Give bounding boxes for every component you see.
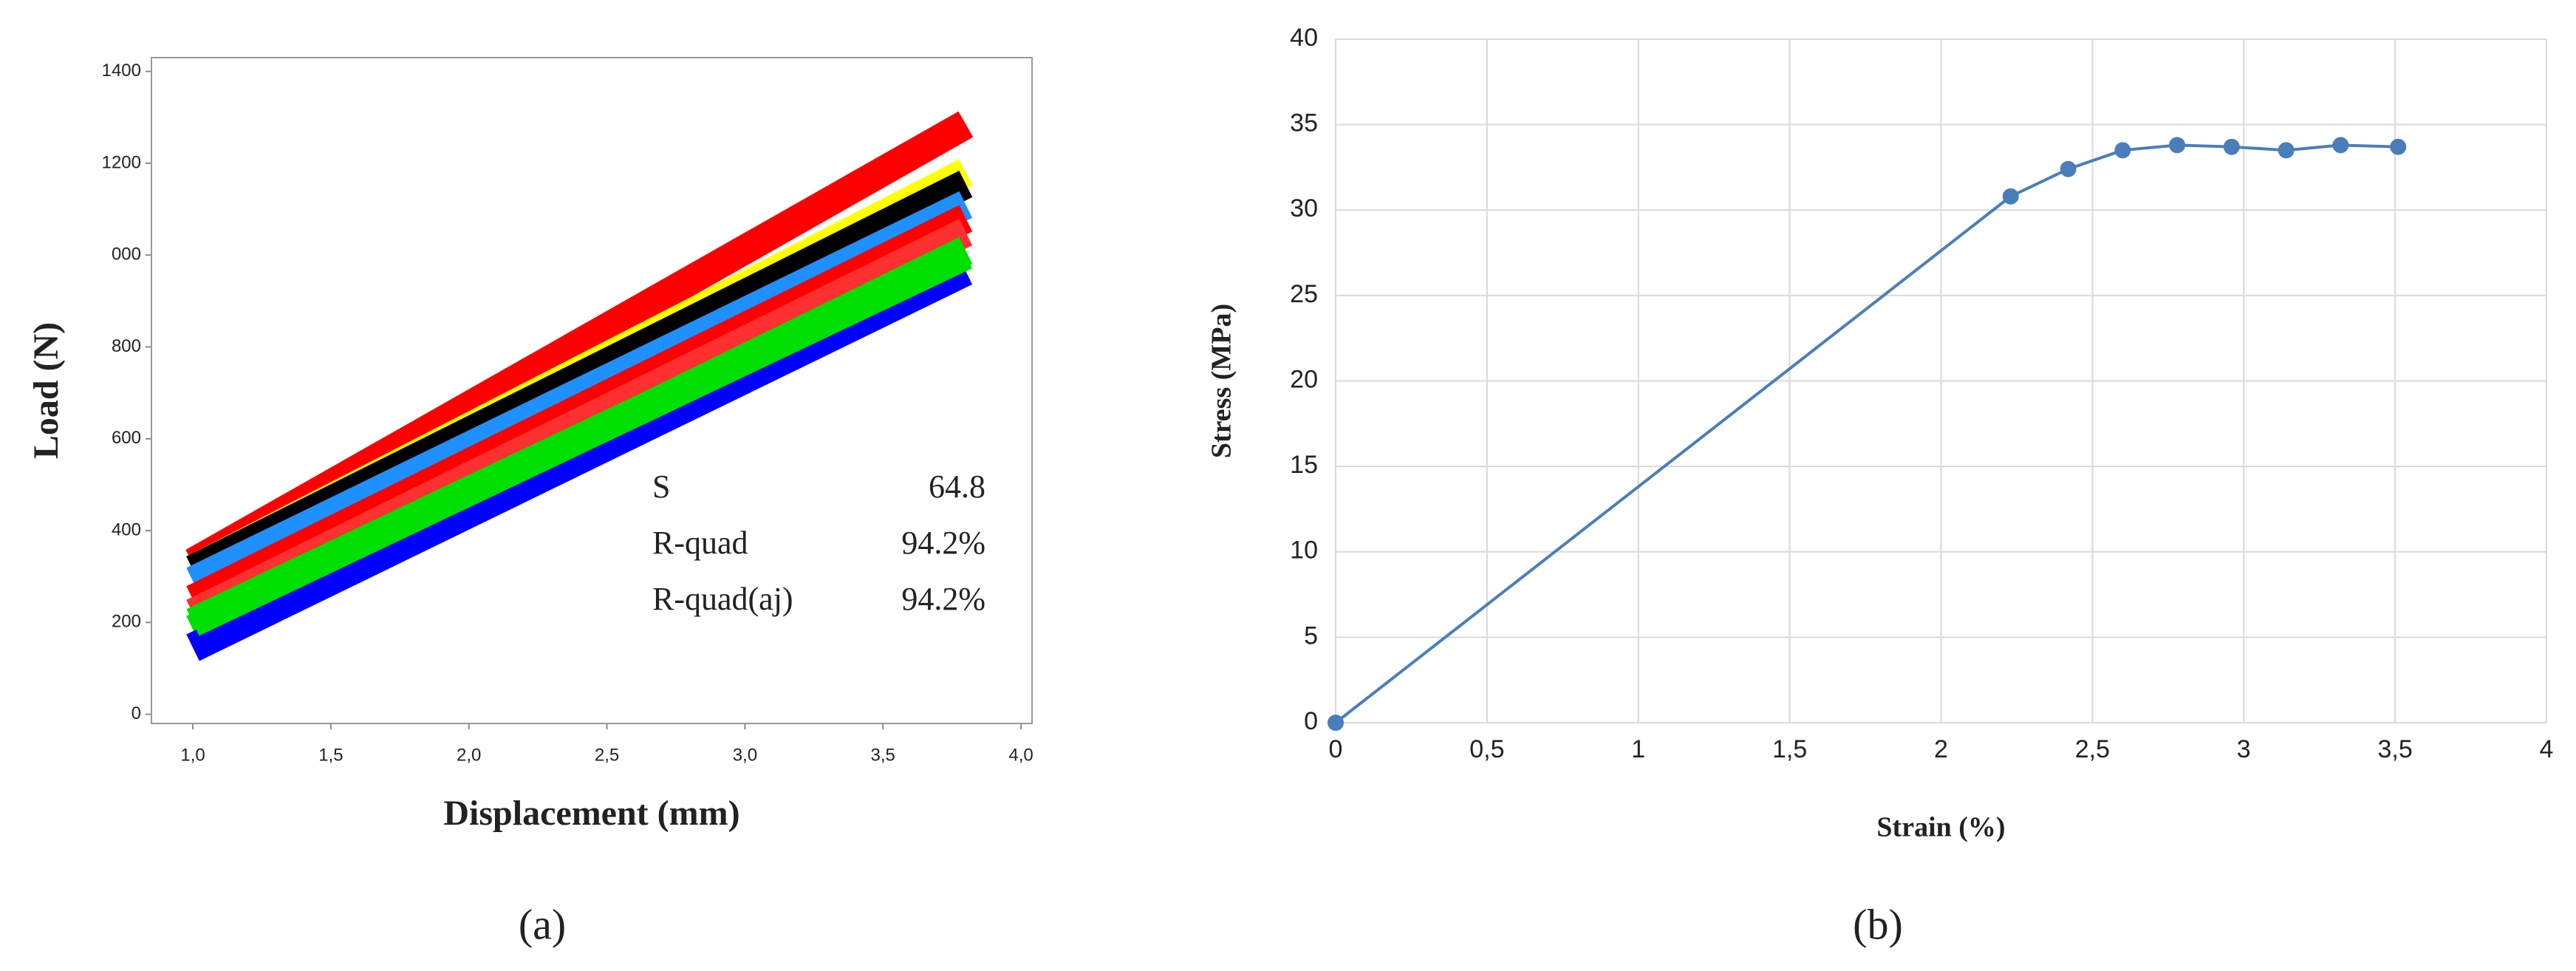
x-tick-label: 4,0: [1008, 745, 1033, 765]
y-tick-label: 800: [112, 336, 141, 356]
x-tick-label: 1,5: [1772, 735, 1807, 763]
data-point: [2278, 142, 2295, 159]
x-tick-label: 1: [1631, 735, 1645, 763]
x-tick-label: 0,5: [1469, 735, 1504, 763]
y-tick-label: 20: [1290, 365, 1318, 393]
stat-value: 64.8: [929, 469, 985, 505]
x-tick-label: 1,0: [180, 745, 205, 765]
y-tick-label: 10: [1290, 536, 1318, 565]
data-point: [2223, 138, 2240, 155]
x-tick-label: 2,5: [595, 745, 619, 765]
x-tick-label: 1,5: [318, 745, 343, 765]
x-tick-label: 2: [1934, 735, 1948, 763]
y-tick-label: 15: [1290, 451, 1318, 479]
data-point: [1328, 715, 1344, 731]
data-point: [2169, 137, 2186, 154]
data-point: [2332, 137, 2349, 154]
y-axis-label: Load (N): [27, 322, 66, 459]
y-tick-label: 25: [1290, 280, 1318, 308]
x-tick-label: 4: [2540, 735, 2554, 763]
x-tick-label: 3,5: [871, 745, 895, 765]
plot-frame: [151, 57, 1033, 724]
y-axis-label: Stress (MPa): [1206, 304, 1237, 458]
stat-label: R-quad(aj): [652, 581, 793, 617]
panel-caption: (b): [1853, 900, 1903, 948]
y-tick-label: 5: [1304, 621, 1318, 650]
stat-label: S: [652, 469, 670, 505]
data-point: [2114, 142, 2131, 159]
x-tick-label: 2,0: [457, 745, 481, 765]
y-tick-label: 30: [1290, 194, 1318, 222]
y-tick-label: 40: [1290, 24, 1318, 52]
y-tick-label: 0: [1304, 707, 1318, 735]
x-tick-label: 3,5: [2377, 735, 2412, 763]
x-axis-label: Displacement (mm): [443, 794, 739, 833]
x-axis-label: Strain (%): [1876, 812, 2005, 843]
y-tick-label: 1400: [102, 61, 141, 81]
data-line: [1334, 143, 2399, 724]
x-tick-label: 3: [2237, 735, 2251, 763]
stat-value: 94.2%: [901, 581, 985, 617]
y-tick-label: 000: [112, 245, 141, 265]
stat-label: R-quad: [652, 525, 748, 561]
y-tick-label: 0: [131, 703, 141, 723]
y-tick-label: 400: [112, 519, 141, 539]
x-tick-label: 2,5: [2075, 735, 2110, 763]
panel-caption: (a): [519, 900, 566, 948]
data-line: [186, 257, 973, 661]
y-tick-label: 200: [112, 612, 141, 632]
y-tick-label: 1200: [102, 152, 141, 172]
data-point: [2060, 160, 2077, 177]
data-point: [2390, 138, 2407, 155]
y-tick-label: 35: [1290, 109, 1318, 137]
x-tick-label: 3,0: [733, 745, 757, 765]
data-line: [186, 242, 972, 636]
y-tick-label: 600: [112, 428, 141, 448]
x-tick-label: 0: [1329, 735, 1343, 763]
stat-value: 94.2%: [901, 525, 985, 561]
data-point: [2002, 188, 2019, 205]
